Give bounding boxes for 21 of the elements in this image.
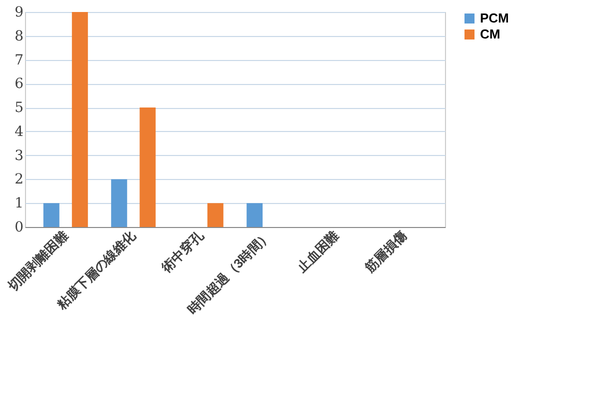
y-tick-label: 2: [14, 172, 24, 188]
y-tick-label: 8: [14, 28, 24, 44]
x-tick-label: 術中穿孔: [158, 227, 207, 276]
bar: [246, 203, 263, 227]
y-tick-label: 6: [14, 76, 24, 92]
y-tick-label: 4: [14, 124, 24, 140]
bar: [72, 12, 88, 227]
y-tick-label: 5: [14, 100, 24, 116]
x-tick-label: 止血困難: [293, 228, 342, 276]
bar: [111, 179, 128, 227]
legend-label: PCM: [480, 10, 509, 26]
y-tick-label: 9: [14, 4, 24, 20]
bar: [140, 108, 156, 227]
bar: [43, 203, 60, 227]
y-tick-label: 0: [14, 220, 24, 236]
y-tick-label: 3: [14, 148, 24, 164]
y-tick-label: 1: [14, 196, 24, 212]
bar: [207, 203, 224, 227]
x-tick-label: 筋層損傷: [361, 228, 410, 276]
legend-label: CM: [480, 26, 500, 42]
y-tick-label: 7: [14, 52, 24, 68]
